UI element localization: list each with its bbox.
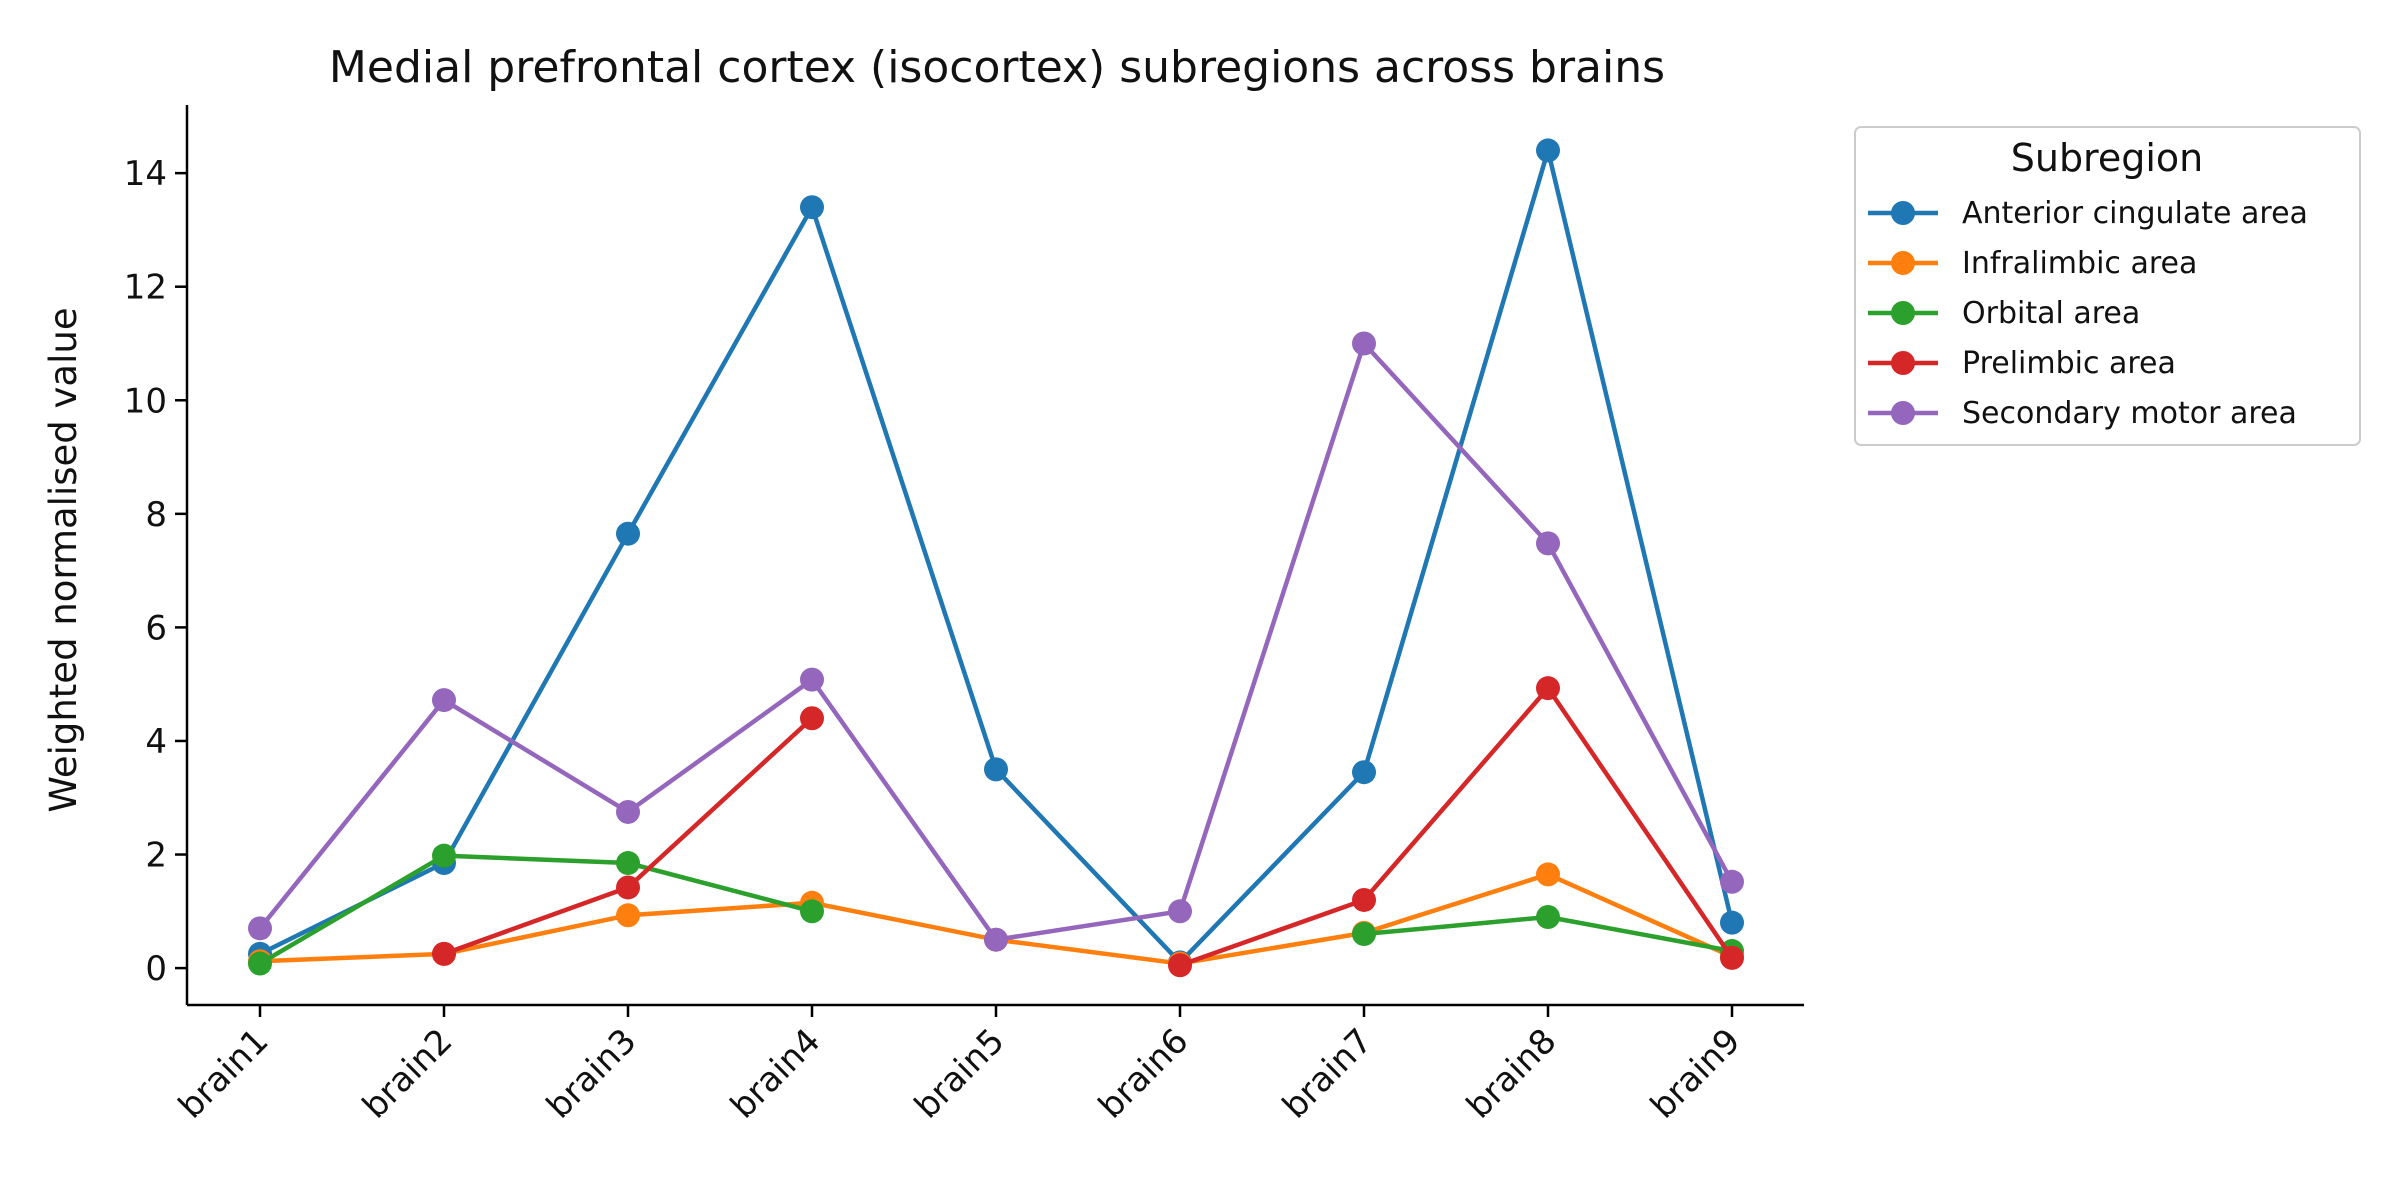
legend-label: Orbital area (1962, 296, 2140, 331)
axes: 0 2 4 6 8 10 12 14 brain1 brain2 brain3 brain4 brain… (124, 105, 1804, 1126)
y-tick-label: 10 (124, 381, 167, 421)
data-point (1720, 910, 1744, 935)
data-point (616, 521, 640, 546)
legend: Subregion Anterior cingulate area Infrali… (1854, 126, 2361, 446)
y-tick-label: 14 (124, 154, 167, 194)
data-point (1720, 869, 1744, 894)
data-point (432, 941, 456, 966)
data-point (800, 667, 824, 692)
series-layer (248, 138, 1744, 978)
data-point (1720, 945, 1744, 970)
y-tick-label: 12 (124, 268, 167, 308)
y-tick-label: 0 (145, 949, 167, 989)
data-point (1536, 531, 1560, 556)
data-point (432, 688, 456, 713)
data-point (1536, 862, 1560, 887)
legend-box (1854, 126, 2361, 446)
data-point (1536, 904, 1560, 929)
x-tick-label: brain6 (1091, 1021, 1196, 1126)
legend-item: Infralimbic area (1868, 246, 2197, 281)
data-point (616, 903, 640, 928)
data-point (1352, 331, 1376, 356)
legend-item: Secondary motor area (1868, 396, 2297, 431)
y-axis-label: Weighted normalised value (42, 307, 85, 812)
x-tick-label: brain1 (171, 1021, 276, 1126)
x-tick-label: brain8 (1459, 1021, 1564, 1126)
legend-label: Prelimbic area (1962, 346, 2176, 381)
data-point (616, 851, 640, 876)
y-tick-label: 6 (145, 608, 167, 648)
legend-label: Infralimbic area (1962, 246, 2197, 281)
legend-title: Subregion (2011, 136, 2204, 180)
data-point (432, 843, 456, 868)
series-line (257, 341, 1735, 942)
series-0 (248, 138, 1744, 975)
data-point (984, 757, 1008, 782)
legend-item: Orbital area (1868, 296, 2140, 331)
data-point (1168, 953, 1192, 978)
y-tick-label: 2 (145, 836, 167, 876)
data-point (1536, 676, 1560, 701)
data-point (616, 875, 640, 900)
data-point (1352, 922, 1376, 947)
legend-marker (1891, 301, 1915, 325)
series-2 (248, 843, 1744, 976)
data-point (1168, 899, 1192, 924)
data-point (984, 927, 1008, 952)
legend-marker (1891, 351, 1915, 375)
series-line (257, 853, 815, 966)
data-point (248, 916, 272, 941)
legend-item: Anterior cingulate area (1868, 196, 2308, 231)
x-tick-label: brain9 (1643, 1021, 1748, 1126)
legend-item: Prelimbic area (1868, 346, 2176, 381)
x-tick-label: brain3 (539, 1021, 644, 1126)
series-3 (432, 676, 1744, 978)
chart-title: Medial prefrontal cortex (isocortex) sub… (329, 42, 1665, 93)
y-tick-label: 8 (145, 495, 167, 535)
data-point (1352, 887, 1376, 912)
y-tick-label: 4 (145, 722, 167, 762)
x-tick-label: brain2 (355, 1021, 460, 1126)
series-line (257, 148, 1735, 965)
series-4 (248, 331, 1744, 952)
data-point (1536, 138, 1560, 163)
data-point (616, 799, 640, 824)
x-tick-label: brain5 (907, 1021, 1012, 1126)
data-point (800, 195, 824, 220)
legend-marker (1891, 401, 1915, 425)
legend-marker (1891, 201, 1915, 225)
legend-label: Anterior cingulate area (1962, 196, 2308, 231)
data-point (248, 951, 272, 976)
series-line (1177, 685, 1735, 968)
legend-marker (1891, 251, 1915, 275)
x-tick-label: brain7 (1275, 1021, 1380, 1126)
data-point (800, 899, 824, 924)
data-point (1352, 760, 1376, 785)
legend-label: Secondary motor area (1962, 396, 2297, 431)
data-point (800, 706, 824, 731)
x-tick-label: brain4 (723, 1021, 828, 1126)
